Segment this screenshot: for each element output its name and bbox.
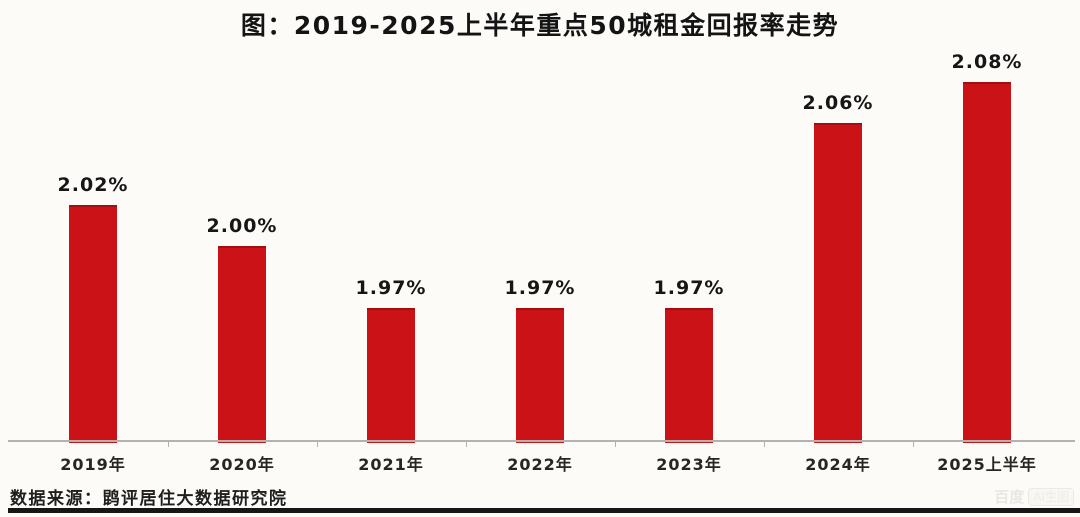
x-axis-tick [763, 442, 765, 447]
bar-value-label: 2.00% [206, 215, 278, 237]
x-axis-label: 2021年 [358, 455, 424, 474]
x-axis-label: 2019年 [60, 455, 126, 474]
bar-2 [367, 308, 415, 443]
ai-generated-badge: AI生图 [1028, 487, 1074, 506]
x-axis-tick [614, 442, 616, 447]
bottom-divider [8, 508, 1080, 513]
x-axis-label: 2023年 [656, 455, 722, 474]
bar-6 [963, 82, 1011, 443]
x-axis-label: 2025上半年 [937, 455, 1037, 474]
bar-value-label: 2.08% [951, 51, 1023, 73]
watermark: 百度 AI生图 [994, 486, 1074, 507]
x-axis-label: 2024年 [805, 455, 871, 474]
bar-1 [218, 246, 266, 443]
bar-value-label: 2.02% [57, 174, 129, 196]
bar-value-label: 2.06% [802, 92, 874, 114]
x-axis-tick [167, 442, 169, 447]
data-source-caption: 数据来源：鹍评居住大数据研究院 [10, 489, 288, 509]
x-axis-tick [465, 442, 467, 447]
x-axis-label: 2020年 [209, 455, 275, 474]
bar-0 [69, 205, 117, 443]
chart-title: 图：2019-2025上半年重点50城租金回报率走势 [240, 11, 840, 40]
bar-5 [814, 123, 862, 443]
bar-value-label: 1.97% [653, 277, 725, 299]
x-axis-line [8, 440, 1075, 442]
bar-3 [516, 308, 564, 443]
bar-value-label: 1.97% [504, 277, 576, 299]
bar-4 [665, 308, 713, 443]
baidu-logo: 百度 [994, 488, 1025, 506]
x-axis-tick [912, 442, 914, 447]
bar-value-label: 1.97% [355, 277, 427, 299]
x-axis-label: 2022年 [507, 455, 573, 474]
x-axis-tick [316, 442, 318, 447]
